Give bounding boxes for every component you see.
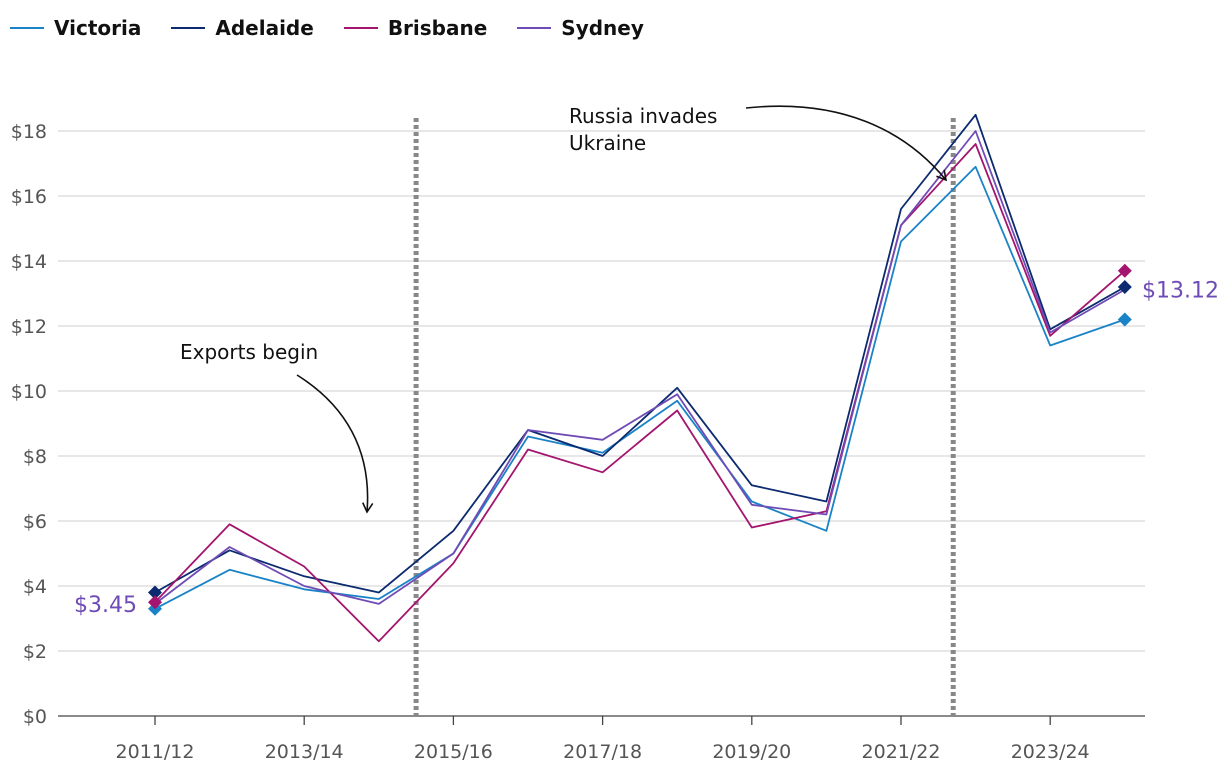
series-layer [154, 113, 1126, 643]
annotation-arrow-exports-begin [296, 374, 374, 514]
y-tick-label-18: $18 [11, 121, 47, 143]
legend-item-sydney: Sydney [517, 16, 644, 40]
legend: Victoria Adelaide Brisbane Sydney [10, 16, 644, 40]
annotations-layer: $3.45 $13.12 Exports begin Russia invades Uk… [74, 104, 1219, 618]
marker-adelaide-2011-12 [148, 585, 162, 600]
x-tick-label-2013-14: 2013/14 [265, 741, 344, 763]
legend-swatch-sydney [517, 27, 552, 29]
annotation-line-1: Russia invades [569, 104, 717, 128]
x-tick-label-2023-24: 2023/24 [1011, 741, 1090, 763]
marker-adelaide-2024-25 [1117, 280, 1132, 294]
y-tick-label-4: $4 [23, 576, 47, 598]
x-tick-label-2015-16: 2015/16 [414, 741, 493, 763]
markers-layer [148, 263, 1132, 616]
legend-label-adelaide: Adelaide [215, 16, 314, 40]
legend-label-sydney: Sydney [561, 16, 644, 40]
legend-item-adelaide: Adelaide [171, 16, 314, 40]
annotation-exports-begin: Exports begin [180, 340, 318, 364]
legend-item-brisbane: Brisbane [343, 16, 488, 40]
marker-brisbane-2011-12 [148, 595, 162, 610]
reference-lines-layer [413, 118, 956, 716]
series-line-sydney [154, 130, 1126, 605]
legend-label-brisbane: Brisbane [387, 16, 488, 40]
x-tick-label-2017-18: 2017/18 [563, 741, 642, 763]
y-tick-label-2: $2 [23, 641, 47, 663]
annotation-arrow-russia-invades-ukraine [745, 105, 948, 182]
end-value-label: $13.12 [1142, 279, 1219, 304]
marker-brisbane-2024-25 [1117, 263, 1132, 278]
y-tick-label-10: $10 [11, 381, 47, 403]
y-tick-label-6: $6 [23, 511, 47, 533]
grid-layer: $0 $2 $4 $6 $8 $10 $12 $14 $16 $18 2011/12 2013/14 2… [11, 121, 1145, 763]
y-tick-label-16: $16 [11, 186, 47, 208]
x-tick-label-2021-22: 2021/22 [862, 741, 941, 763]
x-tick-label-2011-12: 2011/12 [116, 741, 195, 763]
annotation-line-2: Ukraine [569, 131, 646, 155]
y-tick-label-14: $14 [11, 251, 47, 273]
x-tick-label-2019-20: 2019/20 [712, 741, 791, 763]
legend-swatch-victoria [10, 27, 44, 29]
y-tick-label-8: $8 [23, 446, 47, 468]
legend-label-victoria: Victoria [54, 16, 142, 40]
annotation-russia-invades-ukraine: Russia invades Ukraine [569, 104, 717, 155]
y-tick-label-12: $12 [11, 316, 47, 338]
legend-swatch-brisbane [343, 27, 378, 29]
start-value-label: $3.45 [74, 593, 137, 618]
series-line-brisbane [154, 143, 1126, 643]
legend-swatch-adelaide [171, 27, 206, 29]
series-line-victoria [154, 165, 1126, 610]
legend-item-victoria: Victoria [10, 16, 141, 40]
marker-victoria-2024-25 [1117, 312, 1132, 327]
y-tick-label-0: $0 [23, 706, 47, 728]
